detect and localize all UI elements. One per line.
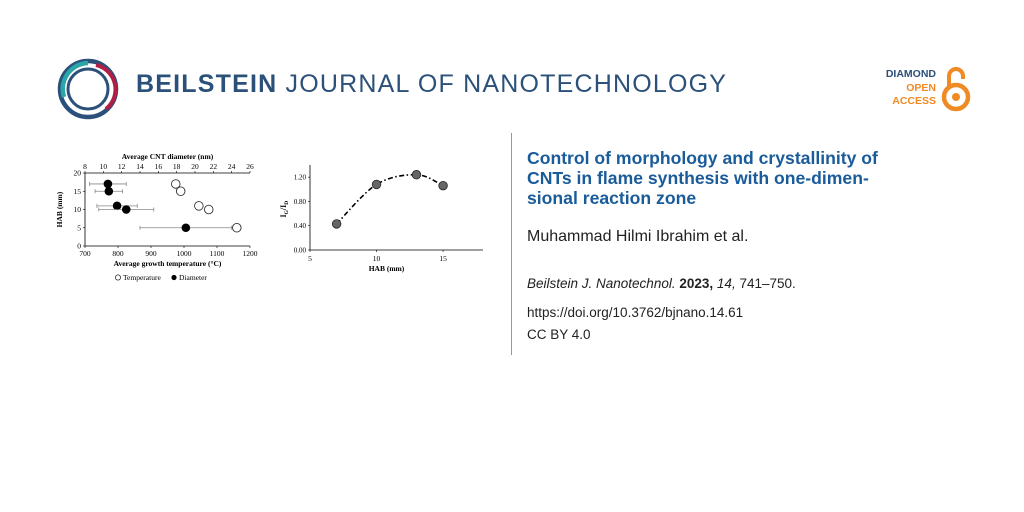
citation-volume: 14, <box>716 276 736 291</box>
article-title-line-3: sional reaction zone <box>527 188 697 208</box>
article-citation: Beilstein J. Nanotechnol. 2023, 14, 741–… <box>527 276 796 291</box>
x2-tick-label: 24 <box>228 162 236 171</box>
legend-temperature-marker <box>115 274 122 281</box>
diameter-point <box>103 179 113 189</box>
x2-tick-label: 10 <box>100 162 108 171</box>
x-tick-label: 900 <box>145 249 157 258</box>
citation-year: 2023, <box>679 276 714 291</box>
article-title-line-2: CNTs in flame synthesis with one-dimen- <box>527 168 869 188</box>
article-authors: Muhammad Hilmi Ibrahim et al. <box>527 228 749 245</box>
vertical-divider <box>511 133 512 355</box>
x-tick-label: 1000 <box>177 249 192 258</box>
y-tick-label: 0.80 <box>294 198 307 206</box>
article-title[interactable]: Control of morphology and crystallinity … <box>527 148 967 208</box>
y-tick-label: 15 <box>74 187 82 196</box>
y-tick-label: 1.20 <box>294 174 307 182</box>
oa-line-diamond: DIAMOND <box>885 68 936 80</box>
x2-tick-label: 12 <box>118 162 126 171</box>
legend-temperature-label: Temperature <box>123 273 161 282</box>
open-access-lock-icon <box>941 67 971 112</box>
y-tick-label: 5 <box>77 223 81 232</box>
x2-tick-label: 26 <box>246 162 254 171</box>
journal-name: BEILSTEIN JOURNAL OF NANOTECHNOLOGY <box>136 70 727 99</box>
citation-journal: Beilstein J. Nanotechnol. <box>527 276 676 291</box>
x-axis-label: HAB (mm) <box>369 264 405 273</box>
legend-diameter-marker <box>171 274 177 281</box>
oa-line-open: OPEN <box>906 81 936 94</box>
x-tick-label: 1200 <box>243 249 258 258</box>
y-axis-label: IG/ID <box>280 201 290 218</box>
y-tick-label: 0.00 <box>294 247 307 255</box>
x2-tick-label: 22 <box>210 162 218 171</box>
x2-tick-label: 16 <box>155 162 163 171</box>
x-tick-label: 1100 <box>210 249 225 258</box>
diameter-point <box>181 223 191 233</box>
citation-pages: 741–750. <box>739 276 796 291</box>
ig-id-point <box>331 219 342 229</box>
x-tick-label: 10 <box>373 254 381 263</box>
y-axis-label: HAB (mm) <box>55 191 64 227</box>
article-doi-link[interactable]: https://doi.org/10.3762/bjnano.14.61 <box>527 305 744 320</box>
figure-temperature-diameter-chart: 700 800 900 1000 1100 1200 8 10 12 14 16 18 20 22 24 26… <box>55 152 258 282</box>
temperature-point <box>203 204 214 215</box>
y-tick-label: 0 <box>77 242 81 251</box>
journal-name-bold: BEILSTEIN <box>136 70 278 98</box>
x2-axis-label: Average CNT diameter (nm) <box>122 152 214 161</box>
article-title-line-1: Control of morphology and crystallinity … <box>527 148 878 168</box>
temperature-point <box>175 186 186 197</box>
x-tick-label: 15 <box>439 254 447 263</box>
article-license: CC BY 4.0 <box>527 327 591 342</box>
journal-name-rest: JOURNAL OF NANOTECHNOLOGY <box>285 70 728 98</box>
x2-tick-label: 18 <box>173 162 181 171</box>
beilstein-ring-logo-icon <box>57 58 119 120</box>
oa-line-access: ACCESS <box>892 95 936 107</box>
ig-id-trend-line <box>336 173 444 225</box>
y-tick-label: 10 <box>74 205 82 214</box>
diameter-point <box>121 205 131 214</box>
ig-id-point <box>411 170 422 180</box>
temperature-point <box>170 179 181 189</box>
temperature-point <box>194 201 204 211</box>
figure-ig-id-chart: 5 10 15 0.00 0.40 0.80 1.20 HAB (mm) IG/ID <box>280 165 483 273</box>
y-tick-label: 20 <box>74 169 82 178</box>
y-tick-label: 0.40 <box>294 222 307 230</box>
x2-tick-label: 8 <box>83 162 87 171</box>
ig-id-point <box>438 180 448 191</box>
x-axis-label: Average growth temperature (°C) <box>114 259 222 268</box>
x-tick-label: 700 <box>79 249 91 258</box>
x2-tick-label: 14 <box>136 162 144 171</box>
x-tick-label: 5 <box>308 254 312 263</box>
x-tick-label: 800 <box>112 249 124 258</box>
legend-diameter-label: Diameter <box>179 273 207 282</box>
diameter-point <box>104 186 114 196</box>
temperature-point <box>232 222 242 233</box>
diameter-point <box>112 201 122 211</box>
ig-id-point <box>371 179 382 190</box>
x2-tick-label: 20 <box>191 162 199 171</box>
diamond-open-access-badge: DIAMOND OPEN ACCESS <box>872 66 972 112</box>
